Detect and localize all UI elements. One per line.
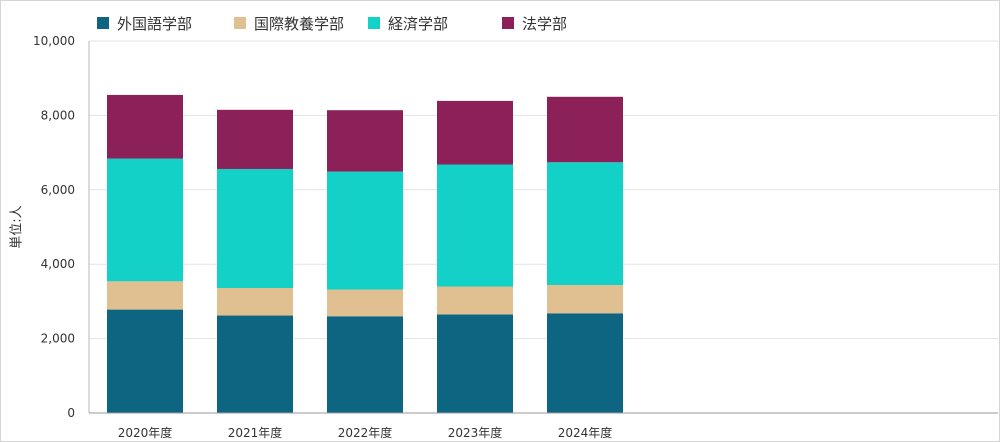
bar-segment [437,100,513,165]
x-tick-label: 2022年度 [338,425,393,440]
legend-swatch [234,17,246,29]
y-tick-label: 0 [67,406,75,420]
legend-label: 外国語学部 [117,14,193,33]
x-tick-label: 2023年度 [448,425,503,440]
bar-segment [327,110,403,172]
legend-swatch [97,17,109,29]
bar-segment [107,281,183,310]
bar-segment [217,288,293,316]
x-tick-label: 2021年度 [228,425,283,440]
bar-segment [437,286,513,315]
y-tick-label: 4,000 [41,257,75,271]
bar-segment [217,109,293,169]
y-tick-label: 2,000 [41,332,75,346]
bar-segment [547,162,623,286]
bar-segment [107,158,183,282]
legend-item: 法学部 [502,13,602,34]
legend-label: 法学部 [522,14,568,33]
legend-swatch [502,17,514,29]
legend-item: 外国語学部 [97,13,234,34]
x-tick-label: 2024年度 [558,425,613,440]
y-tick-label: 8,000 [41,108,75,122]
y-tick-label: 10,000 [33,34,75,48]
chart-legend: 外国語学部 国際教養学部 経済学部 法学部 [97,11,602,35]
bar-segment [327,316,403,413]
legend-label: 経済学部 [388,14,449,33]
y-tick-label: 6,000 [41,183,75,197]
bar-segment [547,313,623,413]
bar-segment [107,94,183,159]
legend-label: 国際教養学部 [254,14,345,33]
bar-segment [547,285,623,314]
bar-segment [217,168,293,289]
bar-segment [437,164,513,287]
bar-segment [437,314,513,413]
bar-segment [327,171,403,290]
legend-item: 国際教養学部 [234,13,368,34]
bar-segment [547,96,623,163]
legend-item: 経済学部 [368,13,502,34]
x-tick-label: 2020年度 [118,425,173,440]
bar-segment [217,315,293,413]
bar-segment [107,309,183,413]
bar-segment [327,289,403,317]
legend-swatch [368,17,380,29]
